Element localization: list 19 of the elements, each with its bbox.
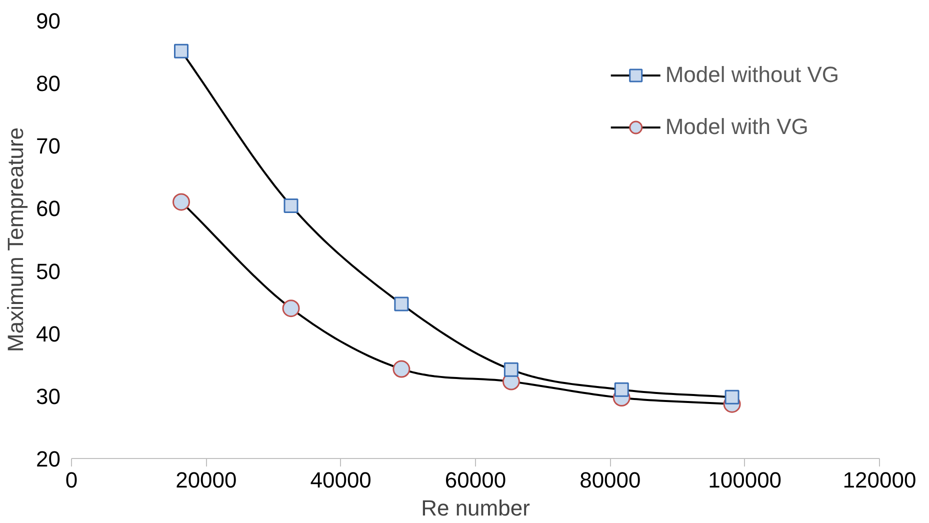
x-tick-label: 20000: [176, 468, 237, 492]
y-tick-label: 50: [36, 258, 61, 284]
x-tick-label: 80000: [580, 468, 641, 492]
y-tick-label: 20: [36, 446, 61, 472]
y-tick-label: 90: [36, 8, 61, 34]
x-axis-title: Re number: [421, 496, 530, 520]
x-tick-label: 40000: [310, 468, 372, 492]
y-axis-title: Maximum Tempreature: [3, 127, 28, 352]
x-tick-label: 100000: [708, 468, 782, 492]
x-tick-label: 120000: [842, 468, 916, 492]
x-tick-label: 60000: [444, 468, 506, 492]
y-tick-label: 70: [36, 134, 61, 159]
y-tick-label: 80: [36, 71, 61, 96]
legend-label: Model without VG: [665, 62, 839, 88]
legend-label: Model with VG: [665, 114, 808, 140]
y-tick-label: 60: [36, 196, 61, 222]
y-tick-label: 30: [36, 384, 61, 409]
y-tick-label: 40: [36, 321, 61, 346]
x-tick-label: 0: [65, 468, 78, 492]
